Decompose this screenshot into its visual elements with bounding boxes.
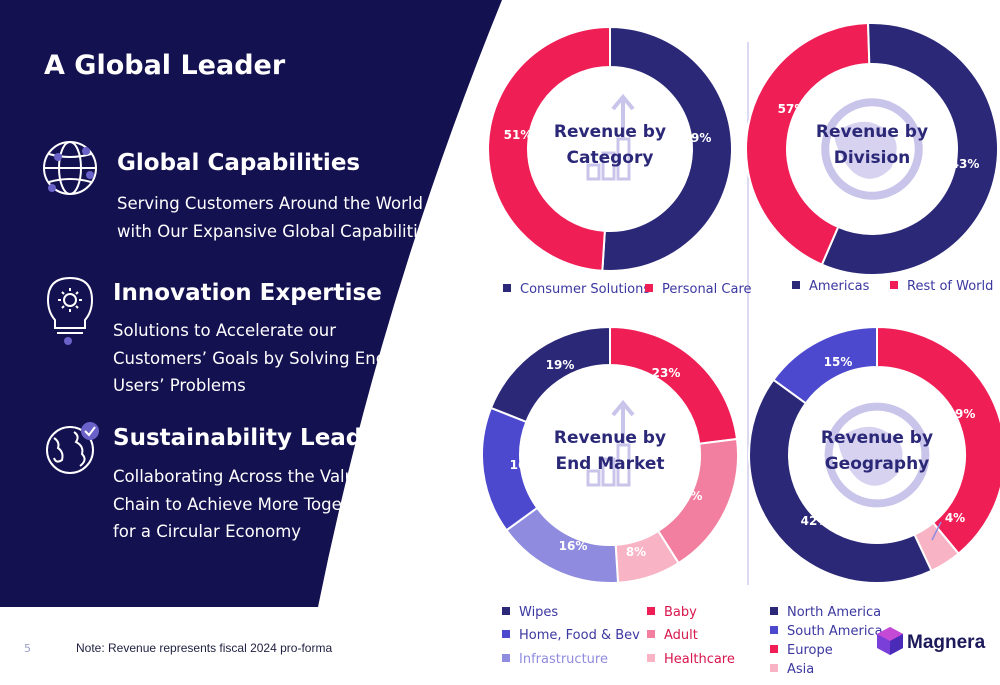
chart-title: Division [834,148,911,168]
data-label: 49% [683,131,712,145]
chart-title: Category [567,148,654,168]
donut-chart-2: Revenue by End Market 19% 16% 16% 23% 18% 8% [481,325,739,584]
donut-chart-0: Revenue by Category 51% 49% [487,25,734,272]
legend-item: Infrastructure [502,652,608,667]
lightbulb-gear-icon [47,276,93,345]
navy-background [0,0,502,607]
chart-title: Revenue by [554,428,666,448]
chart-title: Revenue by [554,122,666,142]
growth-chart-icon [586,93,635,181]
donut-slice [745,22,871,266]
globe-icon [824,402,930,508]
donut-slice [601,25,734,272]
donut-chart-1: Revenue by Division 57% 43% [745,22,999,276]
feature-desc-sustainability: Collaborating Across the Value Chain to … [113,467,376,541]
feature-desc-global: Serving Customers Around the World with … [117,194,437,241]
footnote: Note: Revenue represents fiscal 2024 pro… [76,641,333,655]
legend-item: Consumer Solutions [503,282,650,297]
data-label: 8% [626,545,646,559]
legend-item: Healthcare [647,652,735,667]
legend-item: North America [770,605,881,620]
donut-slice [876,325,1000,556]
legend-item: Americas [792,279,869,294]
donut-chart-3: Revenue by Geography 42% 15% 39% 4% [748,325,1000,584]
data-label: 18% [674,489,703,503]
data-label: 23% [652,366,681,380]
page-number: 5 [24,642,31,655]
donut-slice [489,325,611,424]
chart-title: Geography [825,454,930,474]
donut-slice [820,22,999,276]
feature-title-sustainability: Sustainability Leadership [113,425,444,451]
legend-item: Baby [647,605,697,620]
legend-item: Home, Food & Bev [502,628,640,643]
legend-item: Adult [647,628,698,643]
globe-network-icon [43,141,97,195]
donut-slice [487,25,611,272]
data-label: 16% [510,458,539,472]
data-label: 4% [945,511,965,525]
data-label: 39% [947,407,976,421]
data-label: 42% [801,514,830,528]
legend-item: Europe [770,643,833,658]
data-label: 16% [559,539,588,553]
earth-check-icon [46,422,99,474]
legend-item: South America [770,624,883,639]
chart-title: Revenue by [816,122,928,142]
data-label: 57% [778,102,807,116]
logo-text: Magnera [907,632,986,653]
feature-title-innovation: Innovation Expertise [113,280,382,306]
data-label: 43% [951,157,980,171]
chart-title: Revenue by [821,428,933,448]
data-label: 51% [504,128,533,142]
feature-desc-innovation: Solutions to Accelerate our Customers’ G… [113,321,387,395]
data-label: 15% [824,355,853,369]
page-title: A Global Leader [44,50,286,81]
legend-item: Asia [770,662,814,677]
donut-slice [609,325,739,445]
chart-title: End Market [555,454,664,474]
legend-item: Wipes [502,605,558,620]
feature-title-global: Global Capabilities [117,150,361,176]
data-label: 19% [546,358,575,372]
legend-item: Rest of World [890,279,993,294]
donut-slice [748,378,933,584]
donut-slice [772,325,878,405]
legend-item: Personal Care [645,282,752,297]
label-leader-line [931,521,942,541]
growth-chart-icon [586,399,635,487]
magnera-logo-icon [877,627,903,655]
globe-icon [821,98,923,200]
